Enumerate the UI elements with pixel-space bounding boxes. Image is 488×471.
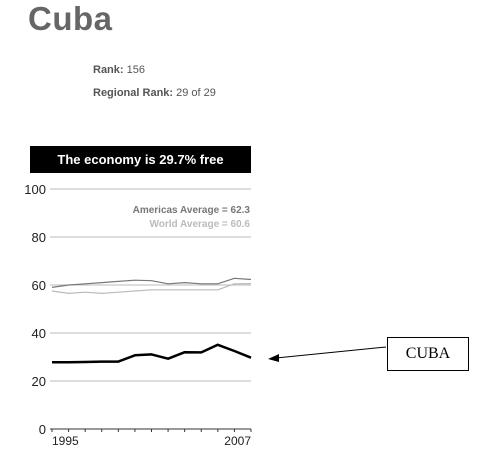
cuba-line bbox=[52, 343, 252, 364]
economy-freedom-banner: The economy is 29.7% free bbox=[30, 146, 251, 173]
americas-average-label: Americas Average = 62.3 bbox=[133, 205, 251, 216]
x-tick-label-first: 1995 bbox=[52, 434, 79, 448]
cuba-callout-box: CUBA bbox=[387, 337, 469, 371]
callout-arrowhead bbox=[268, 354, 279, 362]
y-tick-label-20: 20 bbox=[32, 374, 46, 389]
rank-label: Rank: bbox=[93, 64, 124, 76]
regional-rank-value: 29 of 29 bbox=[176, 87, 216, 99]
y-tick-label-100: 100 bbox=[24, 182, 46, 197]
y-tick-label-60: 60 bbox=[32, 278, 46, 293]
y-tick-label-40: 40 bbox=[32, 326, 46, 341]
rank-value: 156 bbox=[126, 64, 145, 76]
callout-arrow-line bbox=[275, 346, 387, 359]
y-tick-label-0: 0 bbox=[39, 422, 46, 437]
regional-rank-line: Regional Rank: 29 of 29 bbox=[93, 87, 216, 99]
page-title: Cuba bbox=[28, 0, 113, 37]
world-average-label: World Average = 60.6 bbox=[149, 219, 250, 230]
y-tick-label-80: 80 bbox=[32, 230, 46, 245]
regional-rank-label: Regional Rank: bbox=[93, 87, 174, 99]
americas-average-line bbox=[51, 277, 252, 288]
world-average-line bbox=[51, 283, 252, 294]
rank-line: Rank: 156 bbox=[93, 64, 145, 76]
x-tick-label-last: 2007 bbox=[224, 434, 251, 448]
